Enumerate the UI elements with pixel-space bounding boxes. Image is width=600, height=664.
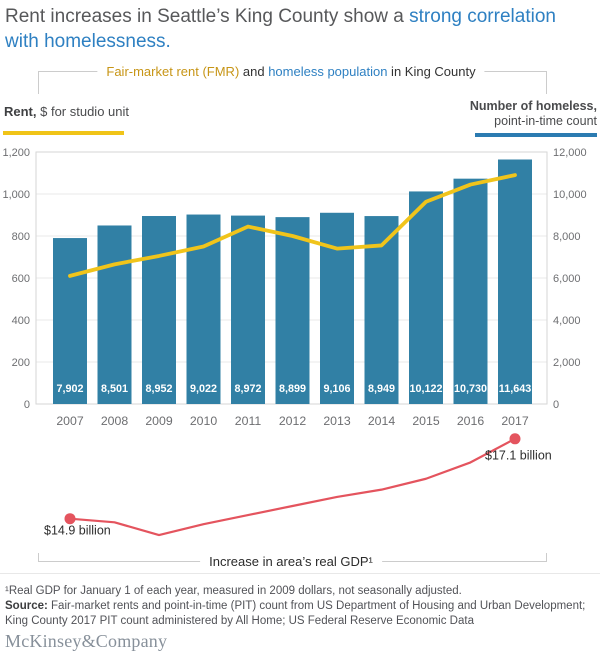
page-title: Rent increases in Seattle’s King County … [5,4,597,54]
right-axis-legend: Number of homeless, point-in-time count [470,99,597,129]
fmr-rent-line [68,173,517,278]
left-axis-tick: 0 [24,399,30,411]
year-label: 2007 [56,414,84,428]
title-gray-text: Rent increases in Seattle’s King County … [5,6,410,27]
year-label: 2008 [101,414,129,428]
subtitle-county-text: in King County [387,64,476,79]
mckinsey-logo: McKinsey&Company [5,631,168,651]
year-label: 2011 [235,414,262,428]
source-text-2: King County 2017 PIT count administered … [5,615,474,627]
bar-2015 [409,191,443,404]
left-axis-tick: 1,000 [2,189,30,201]
footnote-source: Source: Fair-market rents and point-in-t… [5,599,595,629]
right-axis-tick: 2,000 [553,357,581,369]
chart-subtitle: Fair-market rent (FMR) and homeless popu… [97,64,485,79]
year-label: 2010 [190,414,218,428]
bar-2011 [231,215,265,404]
left-axis-tick: 200 [12,357,30,369]
subtitle-homeless-text: homeless population [268,64,388,79]
title-line-2: with homelessness. [5,29,597,54]
gdp-end-label: $17.1 billion [485,449,552,463]
left-axis-tick: 400 [12,315,30,327]
right-axis-tick: 6,000 [553,273,581,285]
year-label: 2012 [279,414,307,428]
left-axis-tick: 1,200 [2,147,30,159]
footnote-line-1: ¹Real GDP for January 1 of each year, me… [5,585,462,597]
bar-value-label: 7,902 [56,383,83,395]
bar-value-label: 9,106 [323,383,350,395]
source-label: Source: [5,600,48,612]
gdp-start-label: $14.9 billion [44,524,111,538]
bar-value-label: 8,899 [279,383,306,395]
year-label: 2016 [457,414,485,428]
footnote: ¹Real GDP for January 1 of each year, me… [5,584,595,629]
bar-value-label: 11,643 [499,383,531,395]
right-legend-bold: Number of homeless, [469,99,597,113]
subtitle-fmr-text: Fair-market rent (FMR) [106,64,240,79]
gdp-line-chart: $14.9 billion $17.1 billion [44,433,552,538]
bar-2009 [142,216,176,404]
title-line-1: Rent increases in Seattle’s King County … [5,4,597,29]
title-highlight-text: strong correlation [409,6,556,27]
right-legend-rest: point-in-time count [494,114,597,128]
source-text-1: Fair-market rents and point-in-time (PIT… [47,600,586,612]
left-axis-tick: 800 [12,231,30,243]
bar-2008 [97,225,132,404]
bar-value-label: 10,122 [409,383,442,395]
bar-value-label: 8,501 [101,383,128,395]
bar-value-label: 8,949 [368,383,395,395]
footnote-divider [0,573,600,574]
right-axis-tick: 10,000 [553,189,587,201]
left-axis-tick: 600 [12,273,30,285]
left-legend-bold: Rent, [4,104,37,119]
subtitle-and-text: and [239,64,269,79]
year-label: 2014 [368,414,396,428]
homeless-legend-underline [475,133,597,137]
bar-2012 [275,217,310,404]
right-axis-tick: 12,000 [553,147,587,159]
gdp-start-dot [64,513,76,525]
right-axis-tick: 0 [553,399,559,411]
year-label: 2015 [412,414,440,428]
left-axis-legend: Rent, $ for studio unit [4,104,129,119]
bar-2007 [53,238,87,404]
gdp-end-dot [509,433,521,445]
right-axis-tick: 4,000 [553,315,581,327]
bar-value-label: 8,972 [234,383,261,395]
rent-legend-underline [3,131,124,135]
year-label: 2017 [501,414,529,428]
bar-value-label: 9,022 [190,383,217,395]
bar-value-label: 8,952 [145,383,172,395]
rent-homeless-combo-chart: 0 0 200 2,000 400 4,000 600 6,000 800 8,000 1,000 1… [2,147,587,428]
bar-2017 [498,159,532,404]
year-label: 2013 [323,414,351,428]
title-highlight-text-2: with homelessness. [5,31,171,52]
gdp-caption: Increase in area’s real GDP¹ [200,554,382,569]
left-legend-rest: $ for studio unit [36,104,129,119]
gdp-line [69,437,516,537]
right-axis-tick: 8,000 [553,231,581,243]
year-label: 2009 [145,414,173,428]
bar-value-label: 10,730 [454,383,487,395]
bar-2016 [453,178,488,404]
bar-2013 [320,212,354,404]
